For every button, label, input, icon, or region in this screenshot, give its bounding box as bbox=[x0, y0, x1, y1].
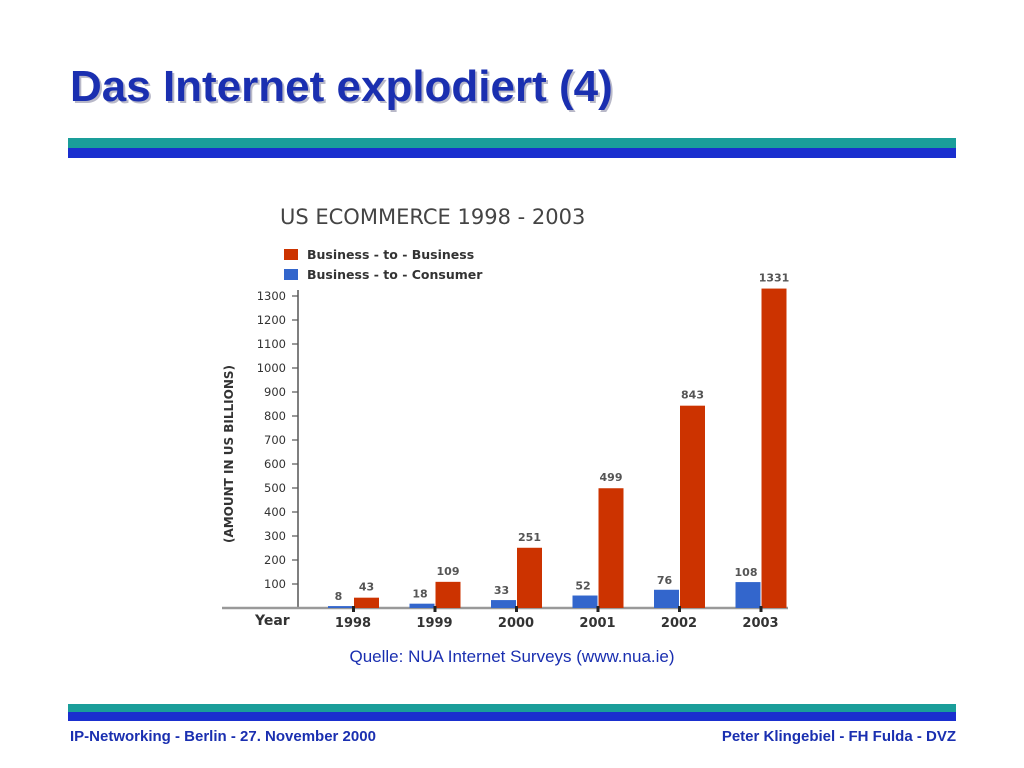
bar-b2b bbox=[517, 547, 542, 608]
data-label-b2c: 76 bbox=[657, 574, 673, 587]
bar-b2c bbox=[654, 589, 679, 608]
header-band-teal bbox=[68, 138, 956, 148]
y-tick-label: 1300 bbox=[257, 289, 286, 303]
y-tick-label: 400 bbox=[264, 505, 286, 519]
bar-b2c bbox=[572, 595, 598, 608]
data-label-b2b: 1331 bbox=[759, 272, 790, 285]
y-tick-label: 800 bbox=[264, 409, 286, 423]
x-tick-label: 2002 bbox=[661, 616, 697, 631]
bar-chart-svg: US ECOMMERCE 1998 - 2003 Business - to - … bbox=[222, 205, 790, 631]
y-tick-label: 200 bbox=[264, 553, 286, 567]
data-label-b2b: 843 bbox=[681, 389, 704, 402]
y-tick-label: 500 bbox=[264, 481, 286, 495]
data-label-b2b: 43 bbox=[359, 581, 374, 594]
bar-b2b bbox=[598, 488, 624, 608]
data-label-b2c: 33 bbox=[494, 584, 509, 597]
bar-b2b bbox=[435, 581, 461, 608]
x-tick-label: 1998 bbox=[335, 616, 371, 631]
y-tick-label: 900 bbox=[264, 385, 286, 399]
data-label-b2b: 251 bbox=[518, 531, 541, 544]
bar-b2b bbox=[680, 405, 705, 608]
y-axis-label: (AMOUNT IN US BILLIONS) bbox=[222, 365, 236, 543]
y-tick-label: 100 bbox=[264, 577, 286, 591]
bar-b2c bbox=[491, 600, 516, 608]
bar-b2b bbox=[354, 597, 379, 608]
footer-left-text: IP-Networking - Berlin - 27. November 20… bbox=[70, 728, 376, 745]
header-band-blue bbox=[68, 148, 956, 158]
bar-b2b bbox=[761, 288, 787, 608]
legend-swatch-b2c bbox=[284, 269, 298, 280]
chart-title: US ECOMMERCE 1998 - 2003 bbox=[280, 205, 585, 229]
data-label-b2b: 109 bbox=[437, 565, 460, 578]
footer-right-text: Peter Klingebiel - FH Fulda - DVZ bbox=[721, 728, 956, 745]
source-caption: Quelle: NUA Internet Surveys (www.nua.ie… bbox=[349, 647, 675, 666]
bar-b2c bbox=[409, 603, 435, 608]
ecommerce-chart: US ECOMMERCE 1998 - 2003 Business - to - … bbox=[200, 196, 820, 636]
y-tick-label: 1000 bbox=[257, 361, 286, 375]
slide-title: Das Internet explodiert (4) bbox=[70, 62, 613, 111]
data-label-b2c: 52 bbox=[575, 580, 590, 593]
y-tick-label: 1200 bbox=[257, 313, 286, 327]
data-label-b2c: 8 bbox=[335, 590, 343, 603]
y-tick-label: 300 bbox=[264, 529, 286, 543]
data-label-b2c: 108 bbox=[735, 566, 758, 579]
bar-b2c bbox=[328, 606, 353, 608]
x-axis-label: Year bbox=[254, 613, 290, 629]
x-tick-label: 2001 bbox=[579, 616, 615, 631]
bar-b2c bbox=[735, 582, 761, 608]
data-label-b2c: 18 bbox=[412, 588, 427, 601]
legend-swatch-b2b bbox=[284, 249, 298, 260]
footer-band-blue bbox=[68, 712, 956, 721]
x-tick-label: 2003 bbox=[742, 616, 778, 631]
footer-band-teal bbox=[68, 704, 956, 712]
y-tick-label: 600 bbox=[264, 457, 286, 471]
y-tick-label: 700 bbox=[264, 433, 286, 447]
y-tick-label: 1100 bbox=[257, 337, 286, 351]
legend-label-b2b: Business - to - Business bbox=[307, 247, 474, 262]
legend-label-b2c: Business - to - Consumer bbox=[307, 267, 483, 282]
x-tick-label: 1999 bbox=[416, 616, 452, 631]
x-tick-label: 2000 bbox=[498, 616, 534, 631]
data-label-b2b: 499 bbox=[600, 471, 623, 484]
